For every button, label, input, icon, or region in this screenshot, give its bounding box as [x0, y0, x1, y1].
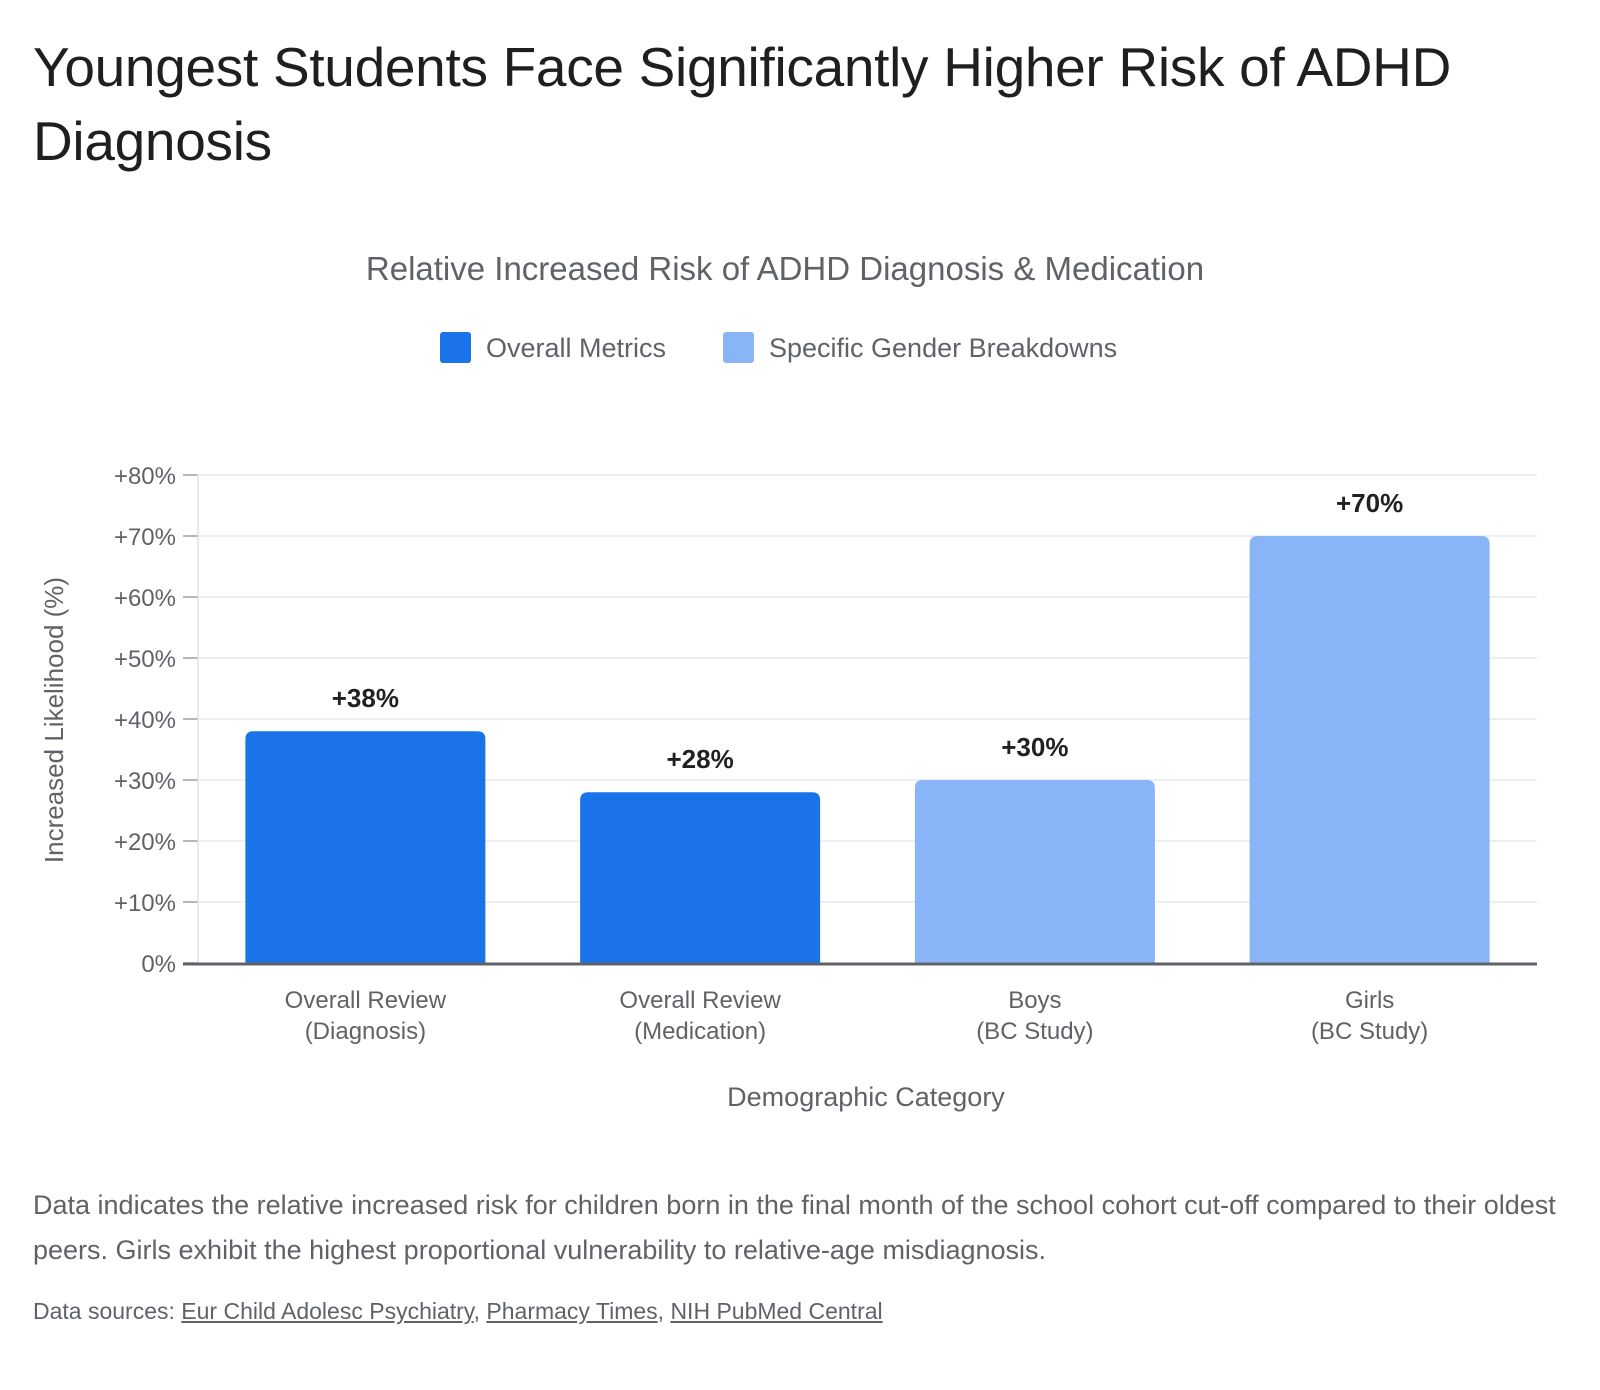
page-title: Youngest Students Face Significantly Hig…	[33, 36, 1452, 172]
bar-value-label: +70%	[1336, 488, 1403, 518]
sources-separator: ,	[473, 1298, 487, 1324]
legend-label: Specific Gender Breakdowns	[769, 333, 1117, 363]
x-tick-label-line: Overall Review	[619, 987, 781, 1014]
x-tick-label-line: (Medication)	[634, 1018, 766, 1045]
bar	[245, 731, 486, 963]
x-tick-label-line: Overall Review	[285, 987, 447, 1014]
bar	[914, 780, 1155, 963]
sources-separator: ,	[657, 1298, 671, 1324]
bar-value-label: +38%	[332, 683, 399, 713]
bar	[1249, 536, 1490, 963]
bar	[580, 792, 821, 963]
y-tick-label: +10%	[114, 890, 176, 917]
x-axis: Overall Review (Diagnosis) Overall Review (…	[183, 962, 1537, 1045]
y-tick-label: +70%	[114, 524, 176, 551]
source-link-eur-child[interactable]: Eur Child Adolesc Psychiatry	[181, 1298, 474, 1324]
y-tick-label: +80%	[114, 463, 176, 490]
y-tick-label: +60%	[114, 585, 176, 612]
x-tick-label-line: Girls	[1345, 987, 1394, 1014]
x-tick-label-line: (Diagnosis)	[305, 1018, 426, 1045]
legend-item: Overall Metrics	[440, 332, 666, 363]
chart-caption: Data indicates the relative increased ri…	[33, 1190, 1556, 1265]
bar-value-label: +28%	[667, 744, 734, 774]
legend-item: Specific Gender Breakdowns	[723, 332, 1117, 363]
y-tick-label: 0%	[141, 951, 176, 978]
x-tick-label: Overall Review (Diagnosis)	[285, 987, 447, 1045]
chart-title: Relative Increased Risk of ADHD Diagnosi…	[366, 250, 1204, 287]
legend-label: Overall Metrics	[486, 333, 666, 363]
y-tick-label: +30%	[114, 768, 176, 795]
y-axis-title: Increased Likelihood (%)	[39, 577, 69, 863]
bar-series: +38% +28% +30% +70%	[245, 488, 1490, 963]
y-tick-label: +20%	[114, 829, 176, 856]
source-link-pharmacy-times[interactable]: Pharmacy Times	[486, 1298, 658, 1324]
x-tick-label-line: Boys	[1008, 987, 1061, 1014]
y-tick-label: +50%	[114, 646, 176, 673]
y-axis: 0% +10% +20% +30% +40% +50% +60% +70% +80%	[114, 463, 199, 978]
legend-swatch	[440, 332, 471, 363]
x-axis-title: Demographic Category	[727, 1082, 1005, 1112]
sources-prefix: Data sources:	[33, 1298, 182, 1324]
source-link-nih-pubmed[interactable]: NIH PubMed Central	[670, 1298, 883, 1324]
x-tick-label: Boys (BC Study)	[976, 987, 1093, 1045]
legend-swatch	[723, 332, 754, 363]
data-sources: Data sources: Eur Child Adolesc Psychiat…	[33, 1298, 883, 1325]
x-tick-label-line: (BC Study)	[976, 1018, 1093, 1045]
chart-legend: Overall Metrics Specific Gender Breakdown…	[440, 332, 1117, 363]
bar-value-label: +30%	[1001, 732, 1068, 762]
x-tick-label: Overall Review (Medication)	[619, 987, 781, 1045]
bar-chart: Relative Increased Risk of ADHD Diagnosi…	[39, 250, 1537, 1112]
y-tick-label: +40%	[114, 707, 176, 734]
x-tick-label-line: (BC Study)	[1311, 1018, 1428, 1045]
x-tick-label: Girls (BC Study)	[1311, 987, 1428, 1045]
